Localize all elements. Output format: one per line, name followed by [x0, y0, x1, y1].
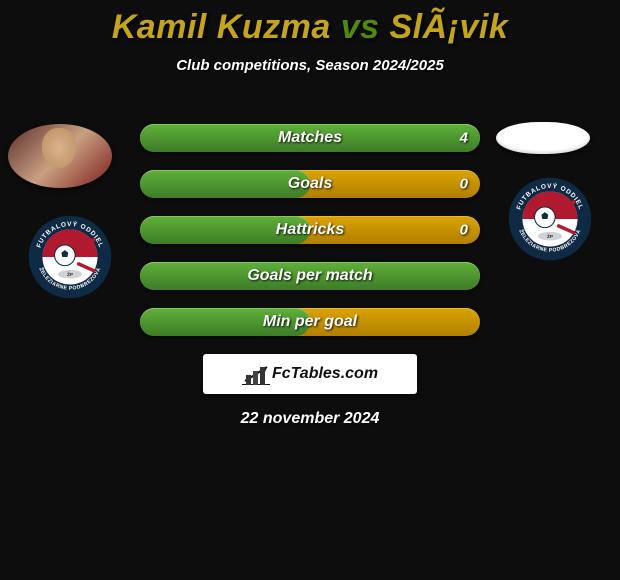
stat-bar-label: Goals [288, 175, 332, 193]
title-right-name: SlÃ¡vik [389, 8, 508, 46]
player-avatar-right [496, 122, 590, 154]
stat-bar: Goals 0 [140, 170, 480, 198]
title-left-name: Kamil Kuzma [112, 8, 331, 46]
player-avatar-left [8, 124, 112, 188]
stat-bar: Matches 4 [140, 124, 480, 152]
stat-bar-value: 0 [460, 222, 468, 239]
barchart-icon [242, 363, 270, 385]
club-crest-left: FUTBALOVÝ ODDIEL ŽELEZIARNE PODBREZOVÁ Ž… [20, 214, 120, 300]
stat-bar-label: Min per goal [263, 313, 357, 331]
stat-bar: Goals per match [140, 262, 480, 290]
stat-bar-label: Goals per match [247, 267, 372, 285]
stat-bar: Hattricks 0 [140, 216, 480, 244]
fctables-logo[interactable]: FcTables.com [203, 354, 417, 394]
stat-bar-value: 4 [460, 130, 468, 147]
stat-bar: Min per goal [140, 308, 480, 336]
comparison-subtitle: Club competitions, Season 2024/2025 [0, 57, 620, 74]
stat-bar-value: 0 [460, 176, 468, 193]
stat-bar-fill [140, 170, 310, 198]
fctables-logo-text: FcTables.com [272, 365, 378, 383]
club-crest-right: FUTBALOVÝ ODDIEL ŽELEZIARNE PODBREZOVÁ Ž… [500, 176, 600, 262]
snapshot-date: 22 november 2024 [0, 410, 620, 428]
title-vs: vs [341, 8, 380, 46]
stat-bar-label: Hattricks [276, 221, 344, 239]
stat-bar-label: Matches [278, 129, 342, 147]
comparison-title: Kamil Kuzma vs SlÃ¡vik [0, 0, 620, 47]
